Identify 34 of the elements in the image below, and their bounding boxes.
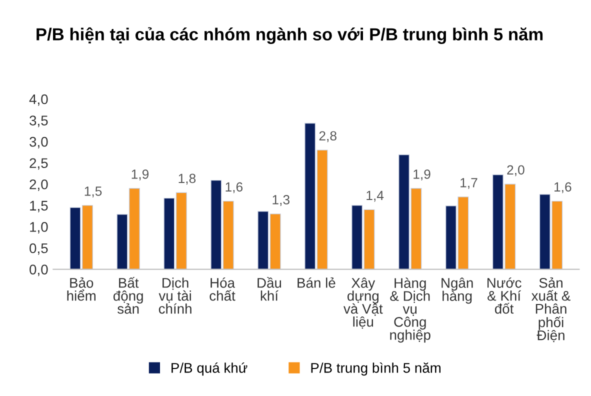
x-tick-label: Bán lẻ [298, 277, 336, 288]
y-tick-label: 3,0 [30, 136, 48, 148]
y-tick-label: 2,5 [30, 158, 48, 170]
data-label: 1,9 [414, 170, 430, 180]
data-label: 1,9 [132, 170, 149, 180]
data-label: 1,6 [554, 182, 572, 194]
x-tick-label: Sản xuất & Phân phối Điện [531, 277, 570, 342]
y-tick-label: 2,0 [30, 179, 48, 191]
x-tick-label: Xây dựng và Vật liệu [344, 278, 383, 329]
data-label: 1,5 [84, 186, 102, 198]
y-tick-label: 0,0 [30, 264, 48, 276]
data-label: 1,4 [366, 190, 384, 202]
y-tick-label: 0,5 [30, 243, 48, 255]
x-tick-label: Bảo hiểm [67, 277, 96, 301]
y-tick-label: 4,0 [29, 94, 48, 106]
legend-label: P/B trung bình 5 năm [311, 362, 440, 376]
data-label: 1,7 [460, 178, 478, 189]
data-label: 2,0 [507, 165, 524, 176]
x-tick-label: Nước & Khí đốt [487, 277, 522, 314]
data-label: 1,8 [178, 174, 196, 185]
x-tick-label: Dầu khí [258, 277, 282, 301]
x-tick-label: Hóa chất [210, 277, 236, 301]
legend-label: P/B quá khứ [172, 362, 248, 376]
y-tick-label: 1,5 [30, 200, 48, 212]
x-tick-label: Bất động sản [113, 277, 143, 314]
data-label: 1,3 [272, 195, 290, 206]
chart-title: P/B hiện tại của các nhóm ngành so với P/B trung bình 5 năm [36, 27, 543, 44]
y-tick-label: 1,0 [30, 222, 48, 234]
data-label: 2,8 [319, 131, 336, 142]
y-tick-label: 3,5 [30, 116, 48, 128]
x-tick-label: Dịch vụ tài chính [158, 278, 192, 314]
x-tick-label: Ngân hàng [442, 278, 473, 304]
data-label: 1,6 [226, 182, 243, 194]
x-tick-label: Hàng & Dịch vụ Công nghiệp [390, 278, 430, 343]
